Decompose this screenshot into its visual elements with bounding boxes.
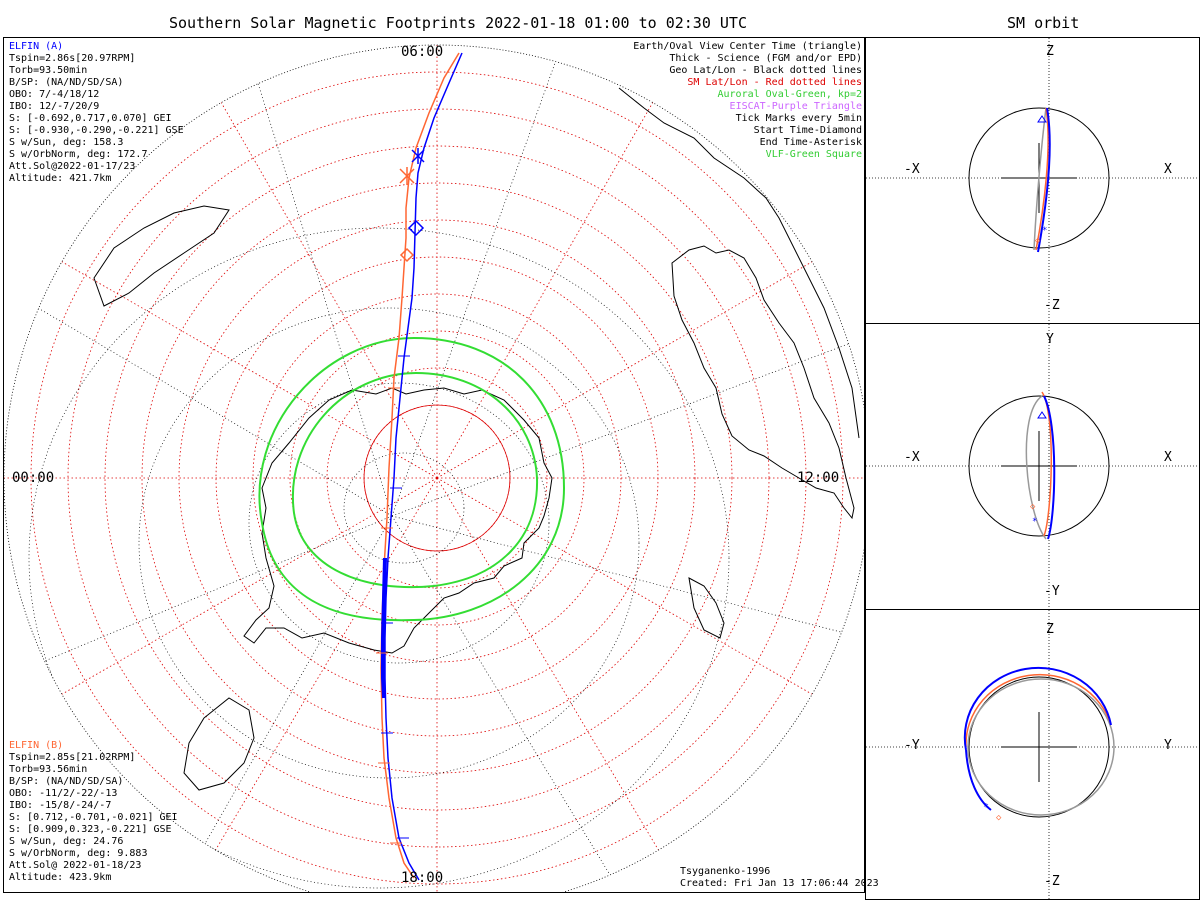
legend-item: EISCAT-Purple Triangle [729, 101, 862, 112]
orbit-title: SM orbit [1007, 14, 1080, 32]
elfin-b-line: S w/Sun, deg: 24.76 [9, 836, 124, 847]
orbit-yz-label-bottom: -Z [1044, 874, 1060, 889]
orbit-panel-xz: * ◇ Z -Z -X X [865, 37, 1200, 324]
elfin-b-line: S w/OrbNorm, deg: 9.883 [9, 848, 148, 859]
island-outline [688, 577, 725, 639]
elfin-a-line: Torb=93.50min [9, 65, 88, 76]
elfin-a-start-diamond [407, 219, 425, 237]
orbit-panel-xy: * ◇ Y -Y -X X [865, 323, 1200, 610]
footer: Tsyganenko-1996 Created: Fri Jan 13 17:0… [680, 866, 879, 890]
legend-item: Tick Marks every 5min [735, 113, 862, 124]
elfin-b-start-diamond [399, 247, 415, 263]
orbit-xy-label-bottom: -Y [1044, 584, 1060, 599]
clock-label-bottom: 18:00 [401, 870, 444, 886]
legend: Earth/Oval View Center Time (triangle) T… [633, 41, 862, 161]
legend-item: SM Lat/Lon - Red dotted lines [687, 77, 862, 88]
legend-item: Earth/Oval View Center Time (triangle) [633, 41, 862, 52]
elfin-b-line: Att.Sol@ 2022-01-18/23 [9, 860, 142, 871]
orbit-yz-label-top: Z [1046, 622, 1054, 637]
geo-grid [4, 45, 865, 899]
orbit-xz-label-top: Z [1046, 44, 1054, 59]
elfin-b-line: Torb=93.56min [9, 764, 88, 775]
svg-text:◇: ◇ [996, 813, 1002, 823]
south-america-outline [93, 205, 230, 307]
svg-text:*: * [1042, 226, 1047, 236]
clock-label-right: 12:00 [797, 470, 840, 486]
orbit-plot-yz: * ◇ [866, 610, 1199, 899]
orbit-xy-label-top: Y [1046, 332, 1054, 347]
elfin-a-line: Tspin=2.86s[20.97RPM] [9, 53, 136, 64]
legend-item: Start Time-Diamond [753, 125, 862, 136]
orbit-plot-xz: * ◇ [866, 38, 1199, 323]
elfin-a-info: ELFIN (A) Tspin=2.86s[20.97RPM] Torb=93.… [9, 41, 184, 185]
orbit-panel-yz: * ◇ Z -Z -Y Y [865, 609, 1200, 900]
clock-label-top: 06:00 [401, 44, 444, 60]
elfin-b-line: S: [0.909,0.323,-0.221] GSE [9, 824, 172, 835]
elfin-a-name: ELFIN (A) [9, 41, 64, 52]
svg-text:*: * [983, 802, 989, 813]
elfin-a-ticks [381, 355, 410, 839]
elfin-b-track [380, 52, 460, 879]
elfin-b-line: Tspin=2.85s[21.02RPM] [9, 752, 136, 763]
orbit-xy-label-right: X [1164, 450, 1172, 465]
elfin-a-line: Altitude: 421.7km [9, 173, 112, 184]
legend-item: Auroral Oval-Green, kp=2 [717, 89, 863, 100]
footprint-map-panel: 06:00 00:00 12:00 18:00 ELFIN (A) Tspin=… [3, 37, 879, 903]
elfin-b-line: IBO: -15/8/-24/-7 [9, 800, 112, 811]
svg-text:◇: ◇ [1035, 236, 1041, 246]
legend-item: Geo Lat/Lon - Black dotted lines [669, 65, 862, 76]
orbit-yz-label-left: -Y [904, 738, 920, 753]
sm-meridians [4, 45, 864, 899]
legend-item: End Time-Asterisk [759, 137, 862, 148]
australia-outline [671, 245, 855, 520]
svg-text:◇: ◇ [1030, 502, 1036, 512]
elfin-a-line: IBO: 12/-7/20/9 [9, 101, 100, 112]
orbit-yz-label-right: Y [1164, 738, 1172, 753]
antarctica-outline [243, 387, 553, 654]
elfin-a-line: S: [-0.692,0.717,0.070] GEI [9, 113, 172, 124]
coastline-east [618, 87, 860, 439]
orbit-xz-label-bottom: -Z [1044, 298, 1060, 313]
elfin-b-name: ELFIN (B) [9, 740, 64, 751]
elfin-a-line: B/SP: (NA/ND/SD/SA) [9, 77, 124, 88]
main-title: Southern Solar Magnetic Footprints 2022-… [169, 14, 747, 32]
orbit-xz-label-left: -X [904, 162, 920, 177]
elfin-a-line: S w/OrbNorm, deg: 172.7 [9, 149, 148, 160]
elfin-a-line: S w/Sun, deg: 158.3 [9, 137, 124, 148]
footer-model: Tsyganenko-1996 [680, 866, 771, 877]
footer-created: Created: Fri Jan 13 17:06:44 2023 [680, 878, 879, 889]
orbit-xy-label-left: -X [904, 450, 920, 465]
orbit-xz-label-right: X [1164, 162, 1172, 177]
elfin-a-science-segment [381, 557, 387, 699]
elfin-b-info: ELFIN (B) Tspin=2.85s[21.02RPM] Torb=93.… [9, 740, 178, 884]
auroral-oval-outer [258, 336, 566, 622]
elfin-a-end-asterisk [411, 148, 425, 164]
elfin-b-end-asterisk [399, 167, 415, 185]
elfin-b-line: OBO: -11/2/-22/-13 [9, 788, 118, 799]
legend-item: VLF-Green Square [765, 149, 862, 160]
elfin-a-line: S: [-0.930,-0.290,-0.221] GSE [9, 125, 184, 136]
svg-text:*: * [1032, 517, 1037, 527]
elfin-a-line: OBO: 7/-4/18/12 [9, 89, 100, 100]
elfin-b-line: B/SP: (NA/ND/SD/SA) [9, 776, 124, 787]
africa-outline [183, 697, 255, 791]
orbit-plot-xy: * ◇ [866, 324, 1199, 609]
legend-item: Thick - Science (FGM and/or EPD) [669, 53, 862, 64]
elfin-b-ticks [376, 387, 402, 844]
elfin-b-line: S: [0.712,-0.701,-0.021] GEI [9, 812, 178, 823]
elfin-a-line: Att.Sol@2022-01-17/23 [9, 161, 136, 172]
clock-label-left: 00:00 [12, 470, 55, 486]
elfin-a-track [384, 52, 463, 881]
elfin-b-line: Altitude: 423.9km [9, 872, 112, 883]
auroral-oval-inner [291, 371, 539, 589]
